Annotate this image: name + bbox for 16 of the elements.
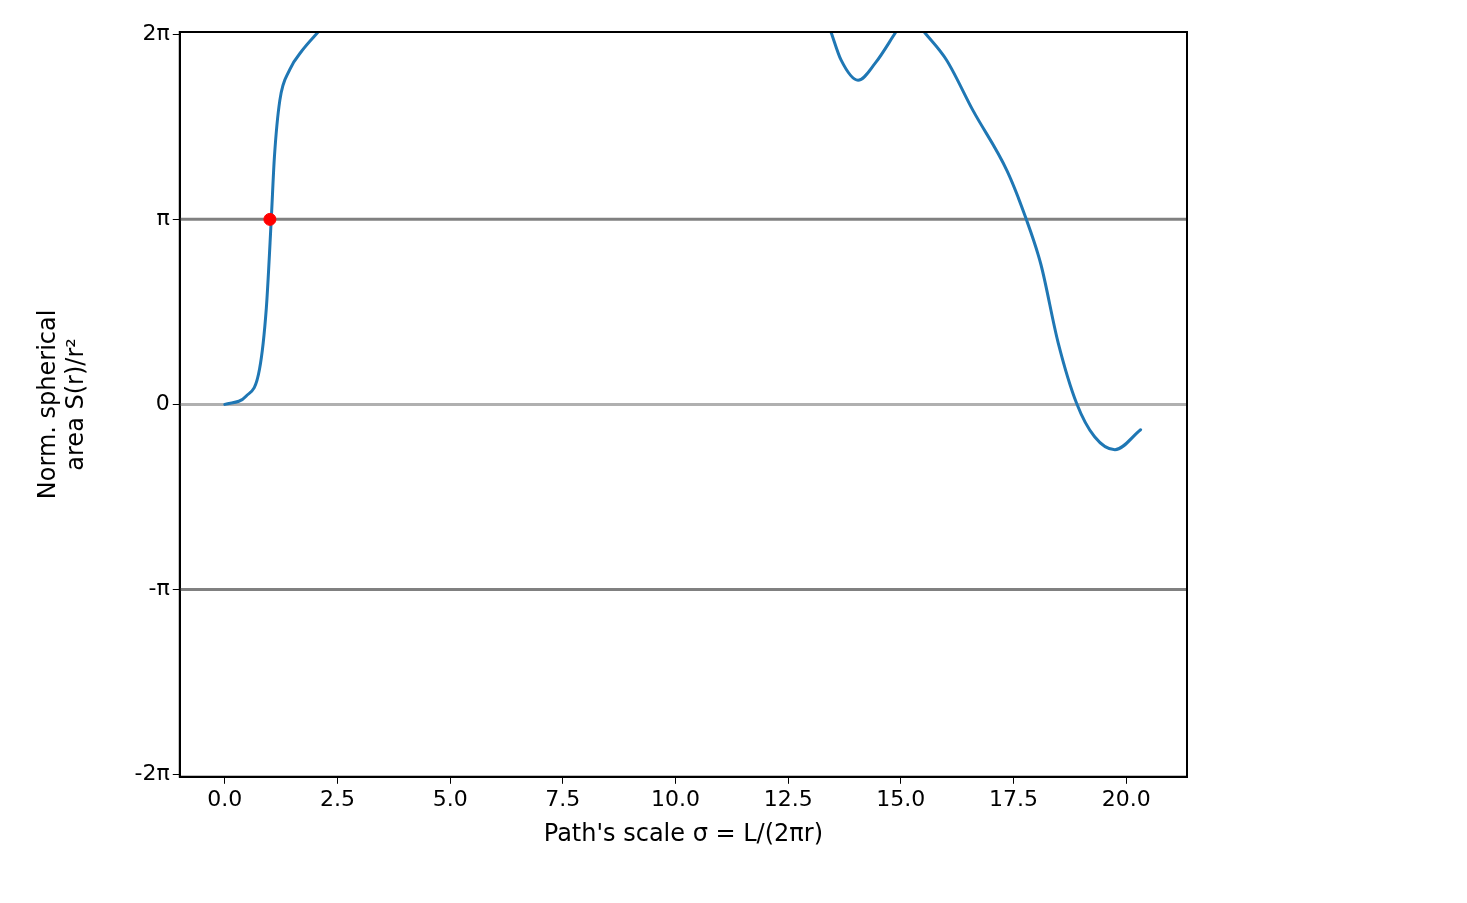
y-tick-label: -π: [148, 575, 170, 601]
y-tick-label: π: [156, 205, 170, 230]
y-tick-label: -2π: [134, 760, 170, 786]
x-tick-label: 20.0: [1101, 785, 1151, 811]
y-axis-title: Norm. spherical area S(r)/r²: [32, 309, 90, 500]
x-tick-label: 15.0: [876, 785, 926, 811]
x-axis-title: Path's scale σ = L/(2πr): [543, 818, 824, 847]
x-tick-label: 17.5: [989, 785, 1038, 811]
x-tick-label: 10.0: [651, 785, 700, 811]
y-tick-label: 2π: [142, 19, 170, 45]
y-tick-label: 0: [155, 390, 170, 416]
x-tick-label: 7.5: [545, 785, 581, 811]
x-tick-label: 0.0: [207, 785, 243, 811]
x-tick-label: 12.5: [763, 785, 813, 811]
x-tick-label: 2.5: [320, 785, 356, 811]
x-tick-label: 5.0: [432, 785, 468, 811]
